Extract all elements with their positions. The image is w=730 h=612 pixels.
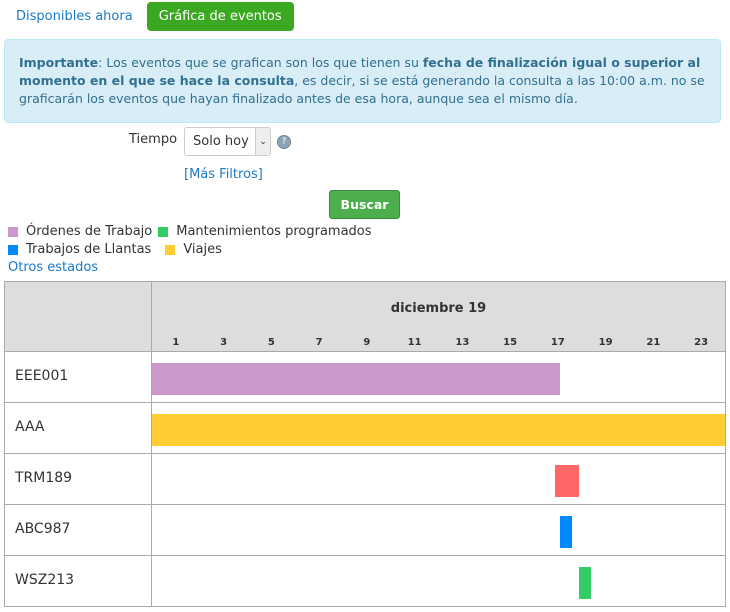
tick-label: 13: [455, 337, 470, 348]
help-icon[interactable]: ?: [277, 135, 291, 149]
row-label: WSZ213: [15, 572, 75, 588]
legend-swatch: [165, 245, 176, 255]
legend-swatch: [158, 227, 169, 237]
legend-swatch: [8, 245, 18, 255]
time-select-value: Solo hoy: [193, 134, 249, 149]
event-bar[interactable]: [152, 363, 561, 395]
alert-bold: fecha de finalización igual o superior a…: [19, 55, 701, 88]
alert-text: : Los eventos que se grafican son los qu…: [98, 55, 423, 70]
tick-label: 19: [598, 337, 613, 348]
legend-label: Órdenes de Trabajo: [26, 224, 153, 239]
tick-label: 3: [220, 337, 228, 348]
legend: Órdenes de Trabajo Mantenimientos program…: [8, 224, 378, 276]
chevron-down-icon: ⌄: [255, 128, 270, 155]
legend-item: Viajes: [165, 242, 222, 258]
other-states-link[interactable]: Otros estados: [8, 260, 99, 275]
table-row: ABC987: [5, 505, 725, 556]
alert-bold: Importante: [19, 55, 99, 70]
tick-label: 21: [646, 337, 661, 348]
row-label: ABC987: [15, 521, 71, 537]
search-button[interactable]: Buscar: [329, 190, 400, 219]
legend-label: Mantenimientos programados: [176, 224, 372, 239]
tick-label: 15: [503, 337, 518, 348]
legend-item: Órdenes de Trabajo: [8, 224, 152, 240]
event-bar[interactable]: [555, 465, 580, 497]
tick-label: 1: [172, 337, 180, 348]
legend-label: Trabajos de Llantas: [26, 242, 152, 257]
legend-swatch: [8, 227, 18, 237]
tick-label: 17: [550, 337, 565, 348]
tabs: Disponibles ahora Gráfica de eventos: [4, 2, 294, 31]
row-label: AAA: [15, 419, 45, 435]
event-bar[interactable]: [579, 567, 592, 599]
row-label: EEE001: [15, 368, 69, 384]
info-alert: Importante: Los eventos que se grafican …: [4, 39, 721, 123]
event-bar[interactable]: [560, 516, 573, 548]
tick-label: 9: [363, 337, 371, 348]
tab-grafica-eventos[interactable]: Gráfica de eventos: [146, 2, 294, 31]
row-label: TRM189: [15, 470, 73, 486]
chart-header: diciembre 19 1 3 5 7 9 11 13 15 17 19 21 23: [5, 282, 725, 352]
tick-label: 23: [694, 337, 709, 348]
alert-text: , es decir, si se está generando la cons…: [19, 73, 705, 106]
table-row: TRM189: [5, 454, 725, 505]
event-bar[interactable]: [152, 414, 725, 446]
table-row: WSZ213: [5, 556, 725, 606]
table-row: EEE001: [5, 352, 725, 403]
legend-item: Trabajos de Llantas: [8, 242, 151, 258]
gantt-chart: diciembre 19 1 3 5 7 9 11 13 15 17 19 21 23 EEE001 A…: [4, 281, 726, 607]
more-filters-link[interactable]: [Más Filtros]: [184, 167, 263, 182]
legend-label: Viajes: [183, 242, 222, 257]
tick-label: 7: [315, 337, 323, 348]
time-label: Tiempo: [129, 132, 178, 147]
tick-label: 5: [267, 337, 275, 348]
divider: [151, 282, 152, 606]
legend-item: Mantenimientos programados: [158, 224, 372, 240]
table-row: AAA: [5, 403, 725, 454]
tick-label: 11: [407, 337, 422, 348]
time-select[interactable]: Solo hoy ⌄: [184, 127, 271, 156]
chart-title: diciembre 19: [390, 301, 487, 316]
tab-disponibles-ahora[interactable]: Disponibles ahora: [16, 9, 133, 24]
